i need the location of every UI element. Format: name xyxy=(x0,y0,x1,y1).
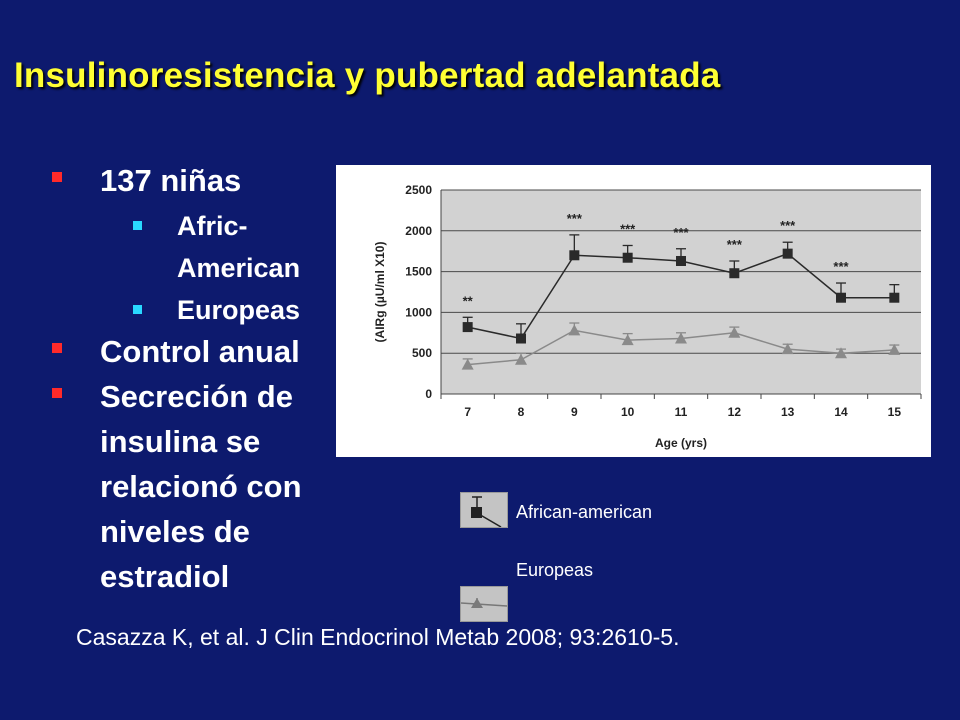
bullet-marker xyxy=(52,343,62,353)
legend-label: Europeas xyxy=(516,560,594,580)
airg-line-chart: 0 500 1000 1500 2000 2500 7 8 9 10 11 12 13 14 15 Age (… xyxy=(373,183,922,450)
data-point xyxy=(515,353,527,365)
sub-bullet-text: Afric- xyxy=(177,211,248,241)
data-point xyxy=(568,324,581,336)
data-point xyxy=(462,322,473,333)
bullet-continuation: estradiol xyxy=(50,556,410,597)
sub-bullet-item: Afric- xyxy=(50,205,410,247)
citation: Casazza K, et al. J Clin Endocrinol Meta… xyxy=(76,624,680,650)
significance-label: *** xyxy=(780,218,796,233)
data-point xyxy=(836,292,846,303)
x-tick-label: 9 xyxy=(571,405,578,419)
significance-label: *** xyxy=(833,259,849,274)
sub-bullet-item: Europeas xyxy=(50,289,410,331)
data-point xyxy=(675,332,687,344)
legend-item-europeas: Europeas xyxy=(458,560,718,626)
square-marker-icon xyxy=(471,496,502,528)
bullet-text: Secreción de xyxy=(100,379,293,414)
significance-label: *** xyxy=(673,225,689,240)
bullet-text: Control anual xyxy=(100,334,300,369)
y-tick-label: 2500 xyxy=(405,183,432,197)
y-tick-label: 1500 xyxy=(405,265,432,279)
data-point xyxy=(621,334,634,346)
x-tick-label: 11 xyxy=(675,405,688,419)
x-tick-label: 7 xyxy=(464,405,471,419)
data-point xyxy=(729,268,740,279)
bullet-text: 137 niñas xyxy=(100,163,242,198)
bullet-item: Secreción de xyxy=(50,376,410,417)
x-tick-label: 8 xyxy=(518,405,525,419)
x-tick-label: 12 xyxy=(728,405,742,419)
significance-label: ** xyxy=(463,293,474,308)
y-axis-label: (AIRg (µU/ml X10) xyxy=(373,242,387,343)
data-point xyxy=(888,343,901,355)
data-point xyxy=(728,326,741,338)
y-tick-label: 0 xyxy=(425,387,432,401)
bullet-list: 137 niñas Afric- American Europeas Contr… xyxy=(50,160,410,601)
bullet-text: niveles de xyxy=(100,514,250,549)
legend-item-african-american: African-american xyxy=(458,492,718,544)
slide-title: Insulinoresistencia y pubertad adelantad… xyxy=(14,56,721,95)
x-tick-label: 13 xyxy=(781,405,795,419)
triangle-marker-icon xyxy=(460,598,508,608)
bullet-marker xyxy=(52,172,62,182)
data-point xyxy=(461,358,474,370)
bullet-text: relacionó con xyxy=(100,469,302,504)
legend-swatch xyxy=(460,492,508,528)
bullet-continuation: relacionó con xyxy=(50,466,410,507)
sub-bullet-marker xyxy=(133,305,142,314)
data-point xyxy=(622,252,633,263)
y-tick-label: 500 xyxy=(412,346,432,360)
legend-swatch xyxy=(460,586,508,622)
sub-bullet-text: American xyxy=(177,253,301,283)
significance-label: *** xyxy=(620,221,636,236)
bullet-item: Control anual xyxy=(50,331,410,372)
data-point xyxy=(569,250,580,261)
x-tick-label: 14 xyxy=(834,405,848,419)
data-point xyxy=(889,292,900,303)
bullet-marker xyxy=(52,388,62,398)
x-tick-label: 10 xyxy=(621,405,635,419)
sub-bullet-marker xyxy=(133,221,142,230)
data-point xyxy=(835,347,847,359)
bullet-continuation: niveles de xyxy=(50,511,410,552)
sub-bullet-continuation: American xyxy=(50,247,410,289)
bullet-continuation: insulina se xyxy=(50,421,410,462)
significance-label: *** xyxy=(727,237,743,252)
data-point xyxy=(782,248,793,259)
legend-label: African-american xyxy=(516,502,653,522)
data-point xyxy=(516,333,526,344)
data-point xyxy=(676,255,686,266)
y-tick-label: 2000 xyxy=(405,224,432,238)
y-tick-label: 1000 xyxy=(405,305,432,319)
x-tick-label: 15 xyxy=(888,405,902,419)
sub-bullet-text: Europeas xyxy=(177,295,301,325)
data-point xyxy=(781,343,794,355)
chart-panel: 0 500 1000 1500 2000 2500 7 8 9 10 11 12 13 14 15 Age (… xyxy=(336,165,931,457)
significance-label: *** xyxy=(567,211,583,226)
bullet-text: insulina se xyxy=(100,424,261,459)
x-axis-label: Age (yrs) xyxy=(655,436,707,450)
bullet-item: 137 niñas xyxy=(50,160,410,201)
chart-legend: African-american Europeas xyxy=(458,492,718,656)
bullet-text: estradiol xyxy=(100,559,230,594)
plot-area xyxy=(441,190,921,394)
